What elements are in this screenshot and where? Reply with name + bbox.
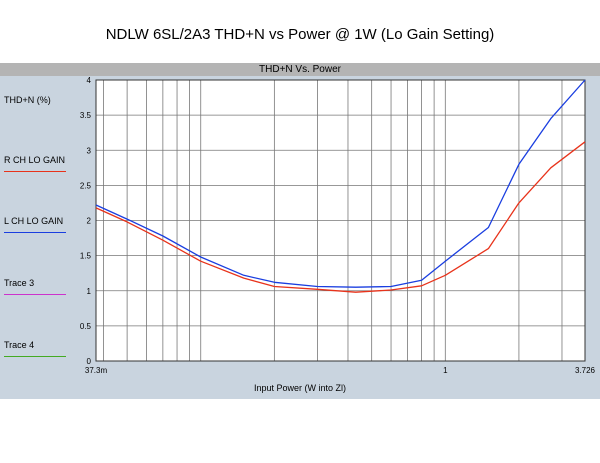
x-tick-label: 1 bbox=[443, 366, 448, 375]
legend-line-l-ch bbox=[4, 232, 66, 233]
chart-panel: THD+N Vs. Power THD+N (%) R CH LO GAIN L… bbox=[0, 63, 600, 399]
y-tick-label: 0.5 bbox=[80, 322, 92, 331]
legend-label-r-ch: R CH LO GAIN bbox=[4, 155, 66, 165]
y-tick-label: 4 bbox=[87, 76, 92, 85]
x-tick-label: 37.3m bbox=[85, 366, 108, 375]
legend-line-r-ch bbox=[4, 171, 66, 172]
plot-frame bbox=[95, 79, 586, 362]
legend-label-trace-4: Trace 4 bbox=[4, 340, 35, 350]
y-tick-label: 0 bbox=[87, 357, 92, 366]
chart-title: THD+N Vs. Power bbox=[0, 63, 600, 76]
x-axis-label: Input Power (W into Zl) bbox=[253, 383, 347, 393]
y-tick-label: 3.5 bbox=[80, 111, 92, 120]
y-axis-label: THD+N (%) bbox=[4, 95, 51, 105]
legend-line-trace-4 bbox=[4, 356, 66, 357]
x-tick-label: 3.726 bbox=[575, 366, 596, 375]
y-tick-label: 3 bbox=[87, 146, 92, 155]
legend-label-l-ch: L CH LO GAIN bbox=[4, 216, 64, 226]
series-line-0 bbox=[95, 141, 586, 293]
legend-line-trace-3 bbox=[4, 294, 66, 295]
y-tick-label: 2.5 bbox=[80, 181, 92, 190]
y-tick-label: 1 bbox=[87, 287, 92, 296]
page-title: NDLW 6SL/2A3 THD+N vs Power @ 1W (Lo Gai… bbox=[105, 26, 495, 43]
legend-label-trace-3: Trace 3 bbox=[4, 278, 35, 288]
plot-svg: 0 0.5 1 1.5 2 2.5 3 3.5 4 37.3m 1 3.726 bbox=[80, 76, 596, 375]
series-line-1 bbox=[95, 79, 586, 288]
y-tick-label: 2 bbox=[87, 217, 92, 226]
y-tick-label: 1.5 bbox=[80, 252, 92, 261]
